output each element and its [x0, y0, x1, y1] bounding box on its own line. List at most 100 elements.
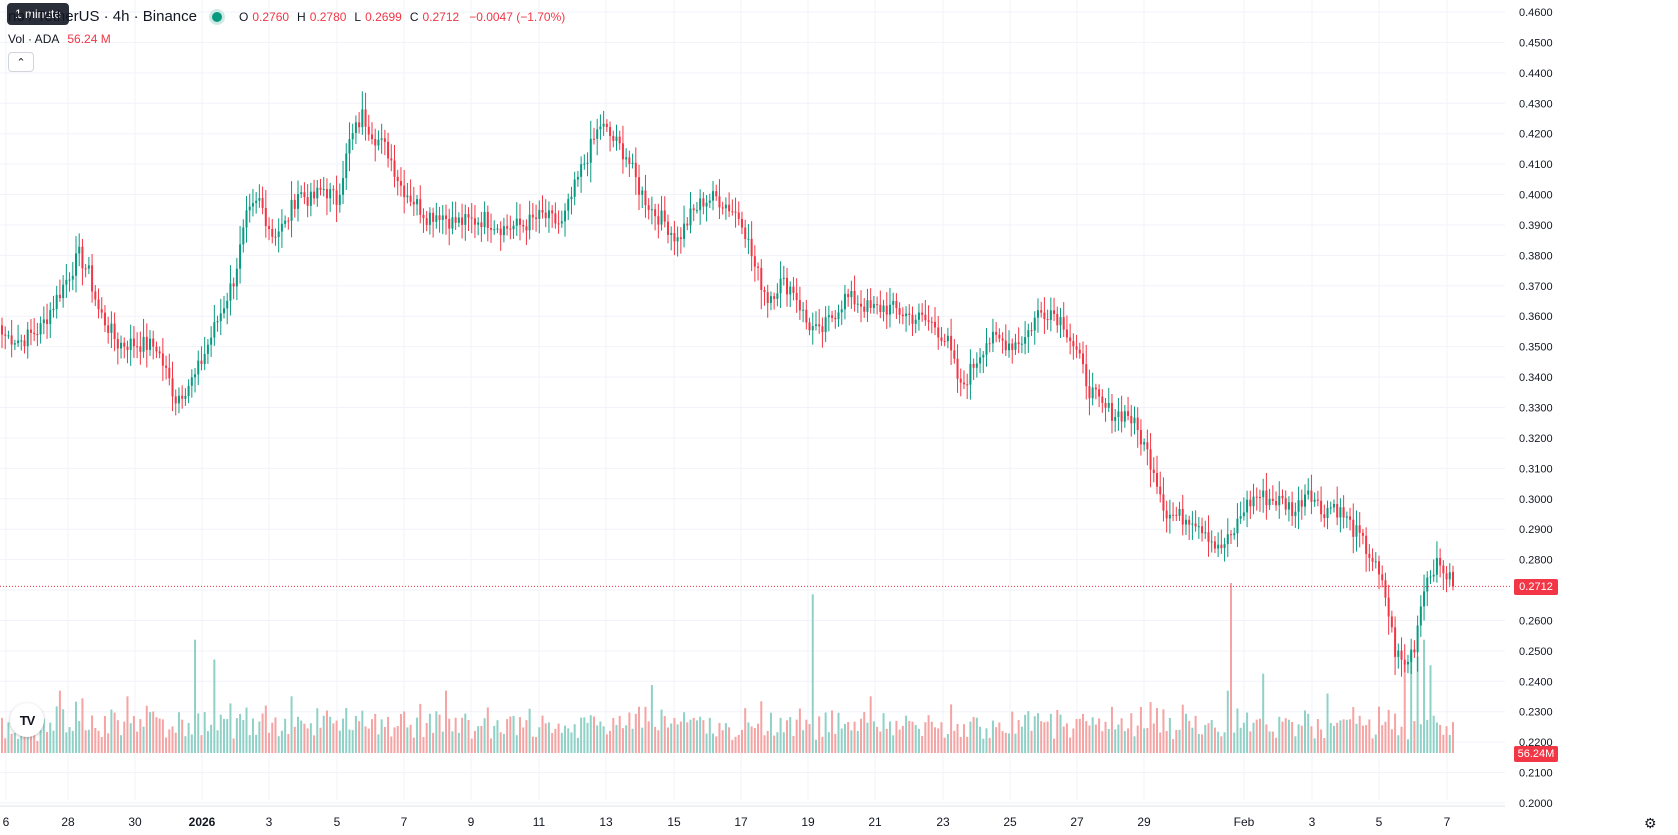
candle-body: [65, 279, 68, 285]
volume-bar: [679, 721, 682, 753]
volume-bar: [219, 714, 222, 753]
volume-bar: [142, 726, 145, 753]
candle-body: [197, 360, 200, 375]
tradingview-logo-icon[interactable]: TV: [10, 703, 44, 737]
time-tick-label: 28: [61, 815, 75, 829]
low-value: 0.2699: [365, 9, 402, 24]
volume-bar: [1361, 725, 1364, 753]
volume-bar: [296, 716, 299, 753]
volume-bar: [869, 696, 872, 753]
time-tick-label: 11: [533, 815, 546, 829]
volume-bar: [837, 712, 840, 753]
volume-bar: [921, 735, 924, 753]
chevron-up-icon: ⌃: [16, 56, 26, 69]
candle-body: [1146, 442, 1149, 450]
volume-bar: [525, 720, 528, 753]
volume-bar: [705, 733, 708, 753]
volume-bar: [222, 718, 225, 753]
volume-bar: [1452, 722, 1454, 753]
candle-body: [927, 320, 930, 322]
candle-body: [869, 300, 872, 308]
candle-body: [1184, 519, 1187, 525]
volume-bar: [396, 725, 399, 753]
settings-gear-icon[interactable]: ⚙: [1644, 815, 1657, 831]
volume-bar: [911, 721, 914, 753]
volume-legend[interactable]: Vol · ADA 56.24 M: [8, 32, 111, 46]
candle-body: [1175, 514, 1178, 516]
candle-body: [165, 365, 168, 368]
volume-bar: [319, 727, 322, 753]
candle-body: [1172, 514, 1175, 516]
candle-body: [425, 218, 428, 225]
candle-body: [1452, 571, 1454, 587]
volume-bar: [1445, 726, 1448, 753]
candle-body: [866, 300, 869, 312]
collapse-legend-button[interactable]: ⌃: [8, 52, 34, 72]
candle-body: [168, 367, 171, 379]
candle-body: [522, 224, 525, 227]
last-volume-tag: 56.24M: [1514, 746, 1558, 762]
candle-body: [509, 228, 512, 230]
volume-bar: [612, 718, 615, 753]
volume-bar: [464, 713, 467, 753]
volume-bar: [194, 639, 197, 753]
candle-body: [1123, 411, 1126, 422]
volume-bar: [657, 730, 660, 753]
volume-bar: [358, 721, 361, 753]
candle-body: [1390, 616, 1393, 628]
volume-bar: [1014, 733, 1017, 753]
volume-bar: [808, 724, 811, 753]
volume-bar: [683, 712, 686, 753]
candle-body: [13, 343, 16, 345]
volume-bar: [232, 738, 235, 753]
volume-bar: [1065, 723, 1068, 753]
volume-bar: [1268, 731, 1271, 753]
candle-body: [634, 162, 637, 178]
symbol-legend[interactable]: no / TetherUS · 4h · Binance O 0.2760 H 0.…: [8, 8, 565, 25]
candle-body: [1275, 501, 1278, 506]
volume-bar: [277, 736, 280, 753]
candle-body: [187, 385, 190, 396]
candle-body: [87, 265, 90, 269]
candle-body: [1310, 490, 1313, 502]
volume-bar: [757, 723, 760, 753]
volume-bar: [284, 718, 287, 753]
candle-body: [605, 123, 608, 128]
candle-body: [49, 310, 52, 324]
volume-bar: [210, 724, 213, 753]
candle-body: [1397, 650, 1400, 657]
volume-bar: [760, 701, 763, 753]
volume-bar: [81, 698, 84, 753]
volume-bar: [1249, 731, 1252, 753]
volume-bar: [985, 728, 988, 753]
candle-body: [914, 319, 917, 324]
candle-body: [136, 346, 139, 348]
volume-bar: [1345, 719, 1348, 753]
candle-body: [1291, 502, 1294, 516]
candle-body: [724, 204, 727, 209]
candle-body: [1249, 499, 1252, 507]
candle-body: [1242, 512, 1245, 517]
volume-bar: [663, 716, 666, 753]
candle-body: [145, 336, 148, 350]
volume-bar: [1258, 718, 1261, 753]
candle-body: [1381, 574, 1384, 581]
volume-bar: [181, 719, 184, 753]
volume-bar: [943, 737, 946, 753]
volume-bar: [1072, 728, 1075, 753]
candle-body: [1030, 330, 1033, 332]
volume-bar: [1429, 665, 1432, 753]
candle-body: [396, 176, 399, 182]
volume-bar: [155, 717, 158, 753]
volume-bar: [1149, 702, 1152, 753]
candle-body: [712, 191, 715, 201]
volume-bar: [1127, 728, 1130, 753]
candle-body: [657, 216, 660, 225]
volume-bar: [1159, 732, 1162, 753]
candle-body: [811, 326, 814, 331]
volume-bar: [795, 719, 798, 753]
volume-bar: [885, 728, 888, 753]
candle-body: [486, 211, 489, 229]
symbol-title[interactable]: no / TetherUS · 4h · Binance: [8, 8, 197, 25]
